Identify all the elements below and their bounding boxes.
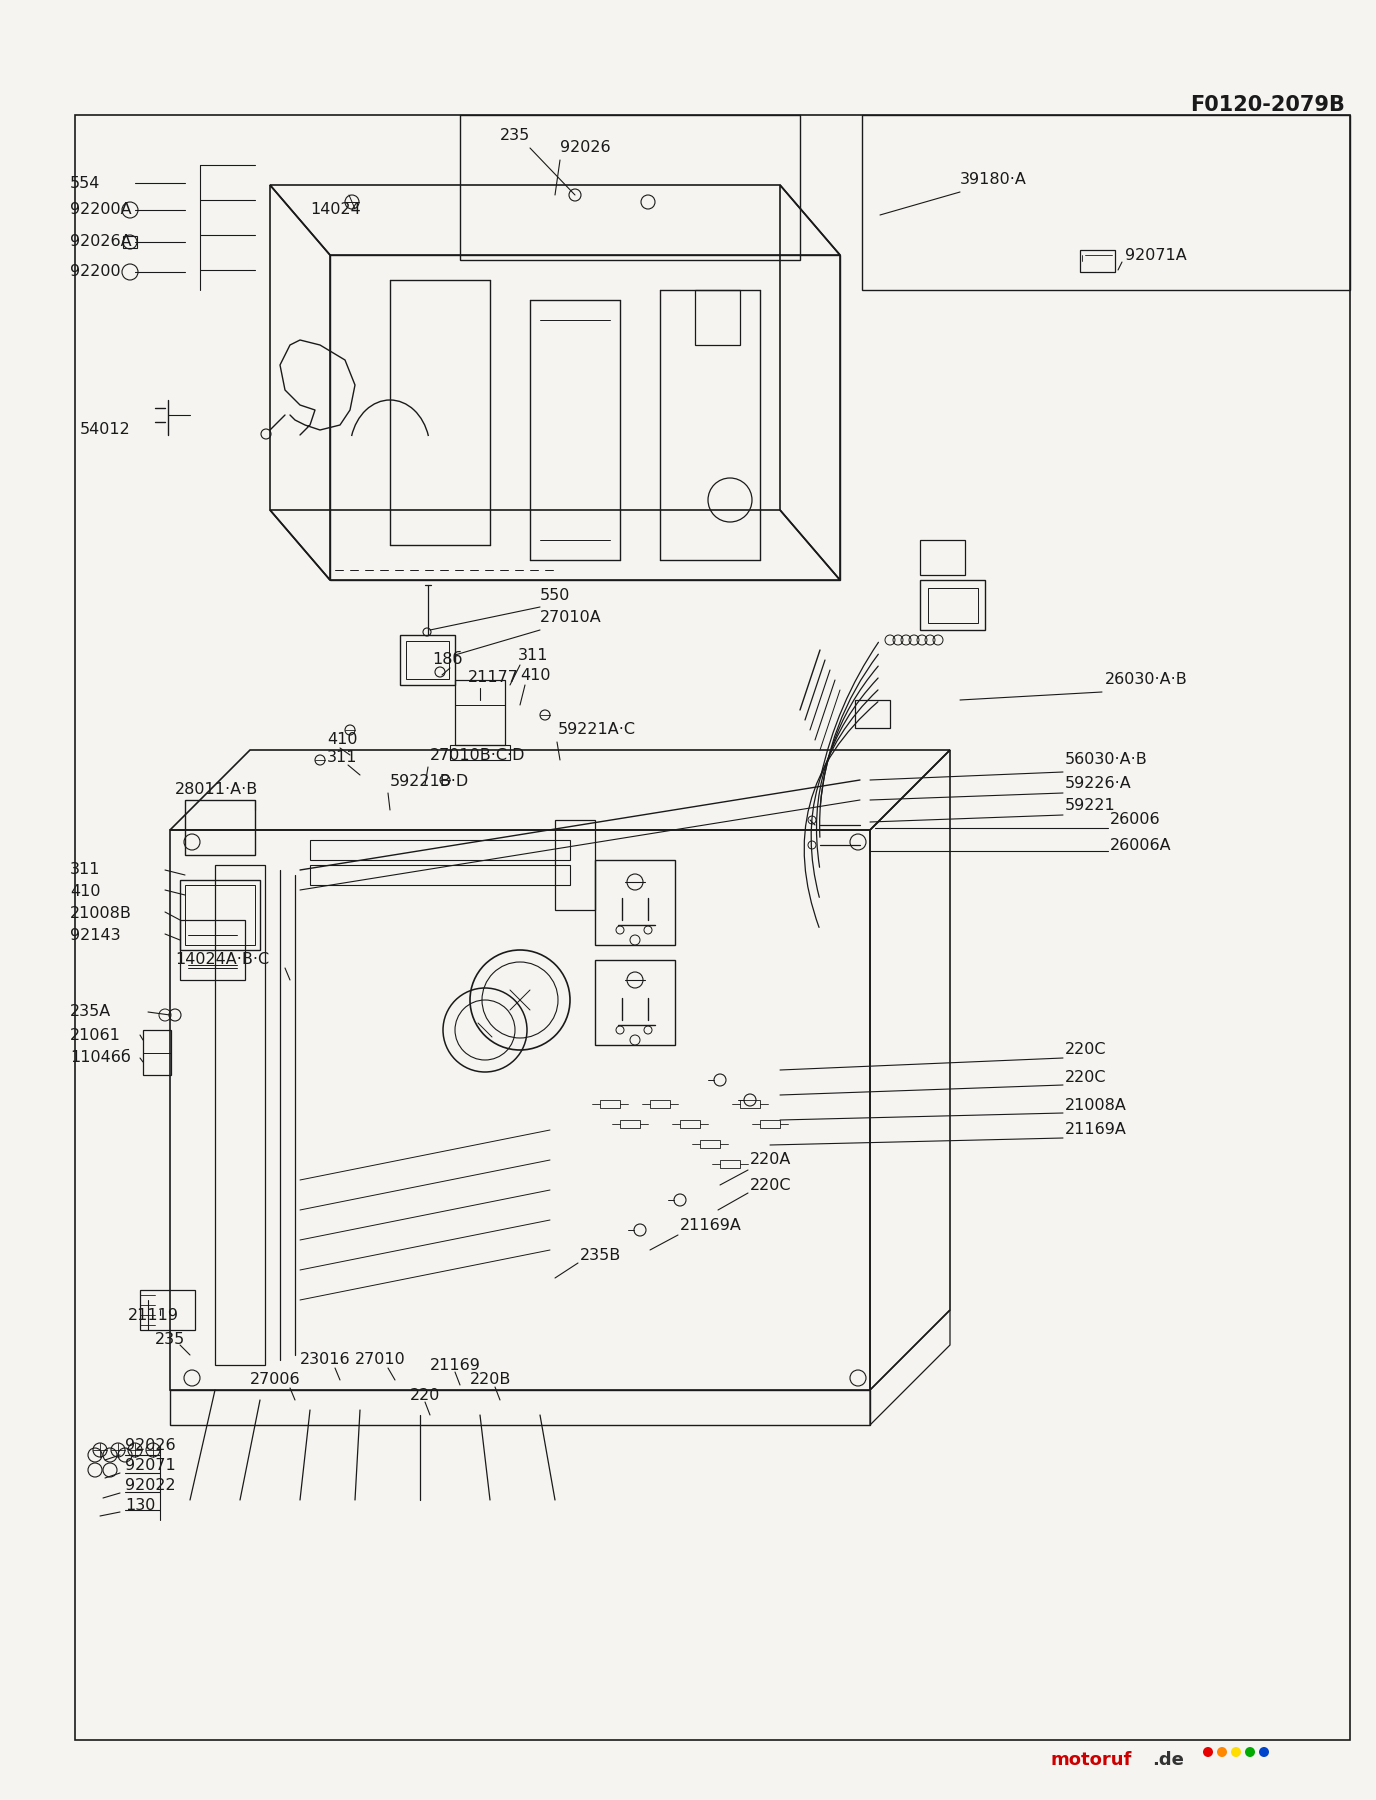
Text: 59221B·D: 59221B·D — [389, 774, 469, 790]
Bar — [740, 1100, 760, 1109]
Text: 311: 311 — [70, 862, 100, 878]
Text: 21169A: 21169A — [1065, 1123, 1127, 1138]
Bar — [594, 860, 676, 945]
Text: 27006: 27006 — [250, 1372, 300, 1388]
Text: 21169A: 21169A — [680, 1217, 742, 1233]
Bar — [921, 580, 985, 630]
Bar — [600, 1100, 621, 1109]
Bar — [921, 540, 965, 574]
Circle shape — [1216, 1748, 1227, 1757]
Text: motoruf: motoruf — [1050, 1751, 1131, 1769]
Text: 21177: 21177 — [468, 670, 519, 684]
Bar — [184, 886, 255, 945]
Text: 550: 550 — [539, 587, 571, 603]
Bar — [680, 1120, 700, 1129]
Text: 21008A: 21008A — [1065, 1098, 1127, 1112]
Text: 410: 410 — [70, 884, 100, 900]
Text: 18б: 18б — [432, 653, 462, 668]
Bar — [854, 700, 890, 727]
Text: 92143: 92143 — [70, 927, 121, 943]
Bar — [455, 680, 505, 745]
Bar — [760, 1120, 780, 1129]
Text: 92200: 92200 — [70, 265, 121, 279]
Bar — [310, 866, 570, 886]
Text: 28011·A·B: 28011·A·B — [175, 783, 259, 797]
Text: 235A: 235A — [70, 1004, 111, 1019]
Text: 27010B·C·D: 27010B·C·D — [429, 749, 526, 763]
Text: 220C: 220C — [1065, 1042, 1106, 1058]
Text: 59221A·C: 59221A·C — [559, 722, 636, 738]
Text: 410: 410 — [327, 733, 358, 747]
Bar — [555, 821, 594, 911]
Text: 220A: 220A — [750, 1152, 791, 1168]
Bar — [180, 880, 260, 950]
Text: 21119: 21119 — [128, 1307, 179, 1323]
Circle shape — [1232, 1748, 1241, 1757]
Text: 14024A·B·C: 14024A·B·C — [175, 952, 270, 968]
Bar — [122, 236, 138, 248]
Bar — [927, 589, 978, 623]
Text: 23016: 23016 — [300, 1352, 351, 1368]
Text: 220: 220 — [410, 1388, 440, 1402]
Text: 59226·A: 59226·A — [1065, 776, 1131, 790]
Bar — [720, 1159, 740, 1168]
Text: 14024: 14024 — [310, 203, 361, 218]
Bar — [184, 799, 255, 855]
Text: 311: 311 — [327, 751, 358, 765]
Text: 311: 311 — [517, 648, 549, 662]
Circle shape — [1259, 1748, 1269, 1757]
Bar — [143, 1030, 171, 1075]
Circle shape — [1245, 1748, 1255, 1757]
Text: 235B: 235B — [581, 1247, 621, 1262]
Bar — [400, 635, 455, 686]
Text: 92200A: 92200A — [70, 203, 132, 218]
Bar — [140, 1291, 195, 1330]
Text: 92026: 92026 — [125, 1438, 176, 1453]
Text: 56030·A·B: 56030·A·B — [1065, 752, 1148, 767]
Bar — [649, 1100, 670, 1109]
Text: 235: 235 — [155, 1332, 186, 1348]
Bar — [695, 290, 740, 346]
Bar — [460, 115, 799, 259]
Text: F0120-2079B: F0120-2079B — [1190, 95, 1344, 115]
Bar — [406, 641, 449, 679]
Bar — [180, 920, 245, 979]
Text: 11046б: 11046б — [70, 1051, 131, 1066]
Text: 59221: 59221 — [1065, 799, 1116, 814]
Text: 21169: 21169 — [429, 1357, 480, 1372]
Text: 26030·A·B: 26030·A·B — [1105, 673, 1187, 688]
Bar — [700, 1139, 720, 1148]
Text: 554: 554 — [70, 176, 100, 191]
Text: 220C: 220C — [750, 1177, 791, 1192]
Text: 21061: 21061 — [70, 1028, 121, 1042]
Bar — [310, 841, 570, 860]
Text: 26006: 26006 — [1110, 812, 1160, 828]
Text: 27010A: 27010A — [539, 610, 601, 626]
Text: 220C: 220C — [1065, 1071, 1106, 1085]
Text: 92022: 92022 — [125, 1478, 176, 1492]
Text: 27010: 27010 — [355, 1352, 406, 1368]
Text: 92071: 92071 — [125, 1458, 176, 1472]
Text: 39180·A: 39180·A — [960, 173, 1026, 187]
Text: 92071A: 92071A — [1126, 247, 1186, 263]
Text: 410: 410 — [520, 668, 550, 682]
Text: 235: 235 — [499, 128, 530, 142]
Circle shape — [1203, 1748, 1214, 1757]
Text: 92026: 92026 — [560, 140, 611, 155]
Bar — [171, 1390, 870, 1426]
Bar — [1080, 250, 1115, 272]
Bar — [861, 115, 1350, 290]
Text: 92026A: 92026A — [70, 234, 132, 250]
Text: 220B: 220B — [471, 1372, 512, 1388]
Text: 130: 130 — [125, 1498, 155, 1512]
Bar — [594, 959, 676, 1046]
Bar — [621, 1120, 640, 1129]
Text: .de: .de — [1152, 1751, 1183, 1769]
Text: 26006A: 26006A — [1110, 837, 1171, 853]
Text: 21008B: 21008B — [70, 905, 132, 920]
Text: 54012: 54012 — [80, 423, 131, 437]
